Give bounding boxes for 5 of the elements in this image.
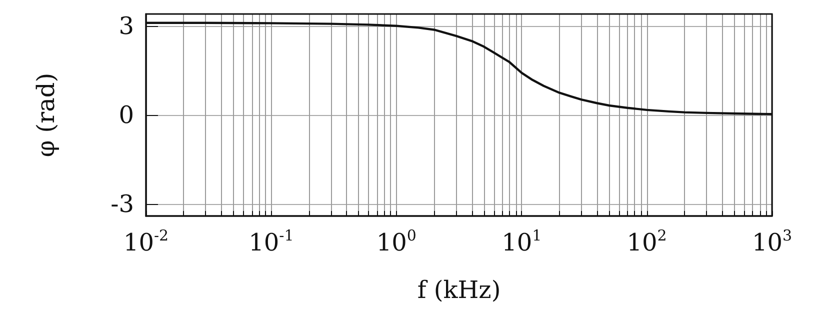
y-tick-label: -3 [110, 190, 134, 218]
y-axis-title: φ (rad) [32, 72, 60, 158]
x-axis-title: f (kHz) [417, 276, 501, 304]
y-tick-label: 3 [118, 12, 134, 40]
y-tick-label: 0 [118, 101, 134, 129]
